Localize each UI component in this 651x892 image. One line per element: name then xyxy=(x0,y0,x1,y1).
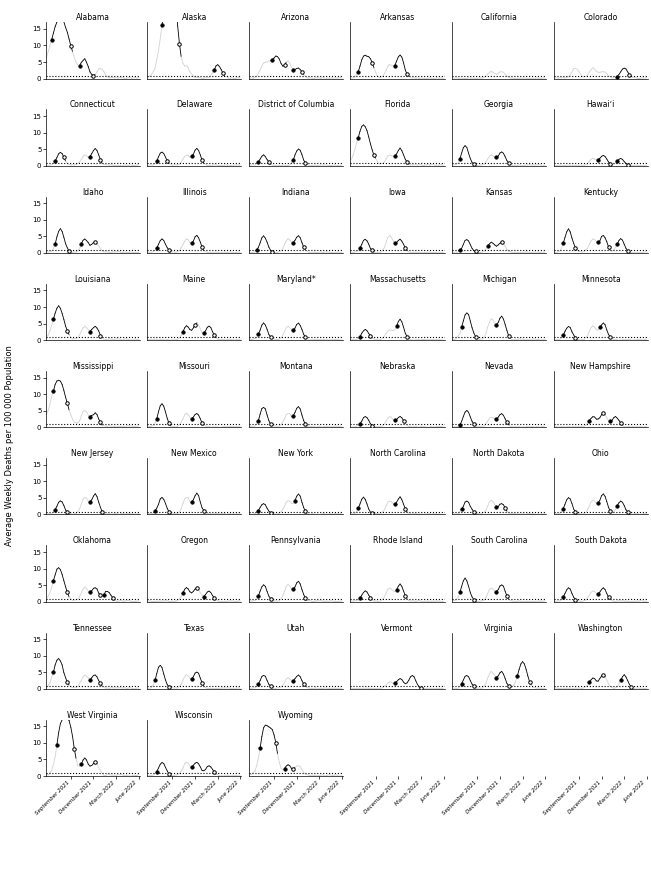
Title: Texas: Texas xyxy=(184,624,205,632)
Title: Kentucky: Kentucky xyxy=(583,187,618,196)
Title: Vermont: Vermont xyxy=(381,624,413,632)
Title: Maryland*: Maryland* xyxy=(276,275,316,284)
Title: Michigan: Michigan xyxy=(482,275,516,284)
Text: Average Weekly Deaths per 100 000 Population: Average Weekly Deaths per 100 000 Popula… xyxy=(5,345,14,547)
Title: District of Columbia: District of Columbia xyxy=(258,101,334,110)
Title: Louisiana: Louisiana xyxy=(74,275,111,284)
Title: Pennsylvania: Pennsylvania xyxy=(271,536,321,545)
Title: Illinois: Illinois xyxy=(182,187,206,196)
Title: New York: New York xyxy=(279,450,313,458)
Title: Alabama: Alabama xyxy=(76,13,109,22)
Title: Kansas: Kansas xyxy=(486,187,513,196)
Title: Montana: Montana xyxy=(279,362,312,371)
Title: Missouri: Missouri xyxy=(178,362,210,371)
Title: Maine: Maine xyxy=(183,275,206,284)
Title: California: California xyxy=(480,13,518,22)
Title: Minnesota: Minnesota xyxy=(581,275,620,284)
Title: Tennessee: Tennessee xyxy=(73,624,113,632)
Title: Nevada: Nevada xyxy=(484,362,514,371)
Title: Connecticut: Connecticut xyxy=(70,101,115,110)
Title: Delaware: Delaware xyxy=(176,101,212,110)
Title: West Virginia: West Virginia xyxy=(67,711,118,720)
Title: Colorado: Colorado xyxy=(583,13,618,22)
Title: South Dakota: South Dakota xyxy=(575,536,627,545)
Title: New Jersey: New Jersey xyxy=(72,450,114,458)
Title: Arizona: Arizona xyxy=(281,13,311,22)
Title: North Dakota: North Dakota xyxy=(473,450,525,458)
Title: Wyoming: Wyoming xyxy=(278,711,314,720)
Title: Nebraska: Nebraska xyxy=(380,362,415,371)
Title: Washington: Washington xyxy=(578,624,623,632)
Title: Alaska: Alaska xyxy=(182,13,207,22)
Title: Virginia: Virginia xyxy=(484,624,514,632)
Title: Arkansas: Arkansas xyxy=(380,13,415,22)
Title: Utah: Utah xyxy=(286,624,305,632)
Title: Iowa: Iowa xyxy=(389,187,406,196)
Title: Georgia: Georgia xyxy=(484,101,514,110)
Title: New Mexico: New Mexico xyxy=(171,450,217,458)
Title: Massachusetts: Massachusetts xyxy=(369,275,426,284)
Title: Indiana: Indiana xyxy=(281,187,310,196)
Title: Florida: Florida xyxy=(384,101,411,110)
Title: Oklahoma: Oklahoma xyxy=(73,536,112,545)
Title: South Carolina: South Carolina xyxy=(471,536,527,545)
Title: Idaho: Idaho xyxy=(82,187,104,196)
Title: Ohio: Ohio xyxy=(592,450,609,458)
Title: Oregon: Oregon xyxy=(180,536,208,545)
Title: Hawaiʻi: Hawaiʻi xyxy=(587,101,615,110)
Title: Mississippi: Mississippi xyxy=(72,362,113,371)
Title: Rhode Island: Rhode Island xyxy=(372,536,422,545)
Title: North Carolina: North Carolina xyxy=(370,450,425,458)
Title: Wisconsin: Wisconsin xyxy=(175,711,214,720)
Title: New Hampshire: New Hampshire xyxy=(570,362,631,371)
